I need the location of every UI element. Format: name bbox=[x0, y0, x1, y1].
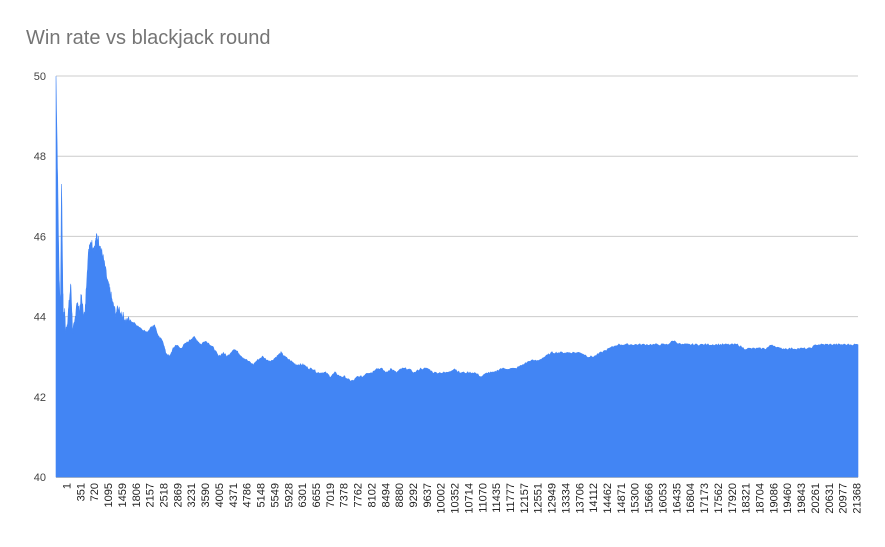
y-tick-label: 48 bbox=[34, 151, 46, 163]
x-tick-label: 13334 bbox=[560, 483, 572, 514]
x-tick-label: 720 bbox=[89, 483, 101, 501]
x-tick-label: 21368 bbox=[852, 483, 864, 514]
x-tick-label: 10002 bbox=[436, 483, 448, 514]
y-tick-label: 50 bbox=[34, 71, 46, 83]
x-tick-label: 17173 bbox=[699, 483, 711, 514]
x-tick-label: 8880 bbox=[394, 483, 406, 507]
x-tick-label: 10714 bbox=[463, 483, 475, 514]
x-tick-label: 17562 bbox=[713, 483, 725, 514]
x-tick-label: 9637 bbox=[422, 483, 434, 507]
x-tick-label: 13706 bbox=[574, 483, 586, 514]
x-tick-label: 9292 bbox=[408, 483, 420, 507]
x-tick-label: 7762 bbox=[353, 483, 365, 507]
win-rate-area bbox=[55, 76, 859, 478]
x-tick-label: 5549 bbox=[269, 483, 281, 507]
x-tick-label: 5928 bbox=[283, 483, 295, 507]
x-tick-label: 16053 bbox=[657, 483, 669, 514]
x-tick-label: 2518 bbox=[159, 483, 171, 507]
x-tick-label: 11070 bbox=[477, 483, 489, 513]
x-tick-label: 12949 bbox=[547, 483, 559, 514]
x-tick-label: 17920 bbox=[727, 483, 739, 514]
x-tick-label: 7019 bbox=[325, 483, 337, 507]
x-tick-label: 4786 bbox=[242, 483, 254, 507]
x-tick-label: 351 bbox=[75, 483, 87, 501]
x-tick-label: 8494 bbox=[380, 483, 392, 507]
x-tick-label: 4371 bbox=[228, 483, 240, 507]
x-tick-label: 20261 bbox=[810, 483, 822, 514]
x-tick-label: 2157 bbox=[145, 483, 157, 507]
x-tick-label: 16804 bbox=[685, 483, 697, 514]
x-tick-label: 19086 bbox=[768, 483, 780, 514]
x-tick-label: 1806 bbox=[131, 483, 143, 507]
x-tick-label: 10352 bbox=[450, 483, 462, 514]
x-tick-label: 16435 bbox=[671, 483, 683, 514]
x-tick-label: 2869 bbox=[172, 483, 184, 507]
x-tick-label: 20977 bbox=[838, 483, 850, 514]
x-tick-label: 14112 bbox=[588, 483, 600, 513]
x-tick-label: 6655 bbox=[311, 483, 323, 507]
x-tick-label: 7378 bbox=[339, 483, 351, 507]
x-tick-label: 11777 bbox=[505, 483, 517, 513]
x-tick-label: 15666 bbox=[644, 483, 656, 514]
y-axis: 40 42 44 46 48 50 bbox=[34, 71, 46, 484]
x-tick-label: 1 bbox=[62, 483, 74, 489]
x-tick-label: 3231 bbox=[186, 483, 198, 507]
x-tick-label: 5148 bbox=[256, 483, 268, 507]
x-tick-label: 19843 bbox=[796, 483, 808, 514]
x-tick-label: 4005 bbox=[214, 483, 226, 507]
series-area bbox=[55, 76, 859, 478]
x-tick-label: 14462 bbox=[602, 483, 614, 514]
x-tick-label: 8102 bbox=[366, 483, 378, 507]
y-tick-label: 40 bbox=[34, 472, 46, 484]
x-tick-label: 18704 bbox=[754, 483, 766, 514]
x-tick-label: 20631 bbox=[824, 483, 836, 514]
x-tick-label: 12551 bbox=[533, 483, 545, 514]
chart-title: Win rate vs blackjack round bbox=[26, 27, 271, 49]
x-tick-label: 11435 bbox=[491, 483, 503, 513]
x-tick-label: 19460 bbox=[782, 483, 794, 514]
x-axis: 1 351 720 1095 1459 1806 2157 2518 2869 3231 3590 4… bbox=[62, 483, 864, 514]
y-tick-label: 44 bbox=[34, 312, 46, 324]
x-tick-label: 1095 bbox=[103, 483, 115, 507]
x-tick-label: 18321 bbox=[741, 483, 753, 514]
x-tick-label: 1459 bbox=[117, 483, 129, 507]
y-tick-label: 42 bbox=[34, 392, 46, 404]
x-tick-label: 3590 bbox=[200, 483, 212, 507]
x-tick-label: 6301 bbox=[297, 483, 309, 507]
x-tick-label: 15300 bbox=[630, 483, 642, 514]
x-tick-label: 14871 bbox=[616, 483, 628, 514]
x-tick-label: 12157 bbox=[519, 483, 531, 514]
y-tick-label: 46 bbox=[34, 231, 46, 243]
